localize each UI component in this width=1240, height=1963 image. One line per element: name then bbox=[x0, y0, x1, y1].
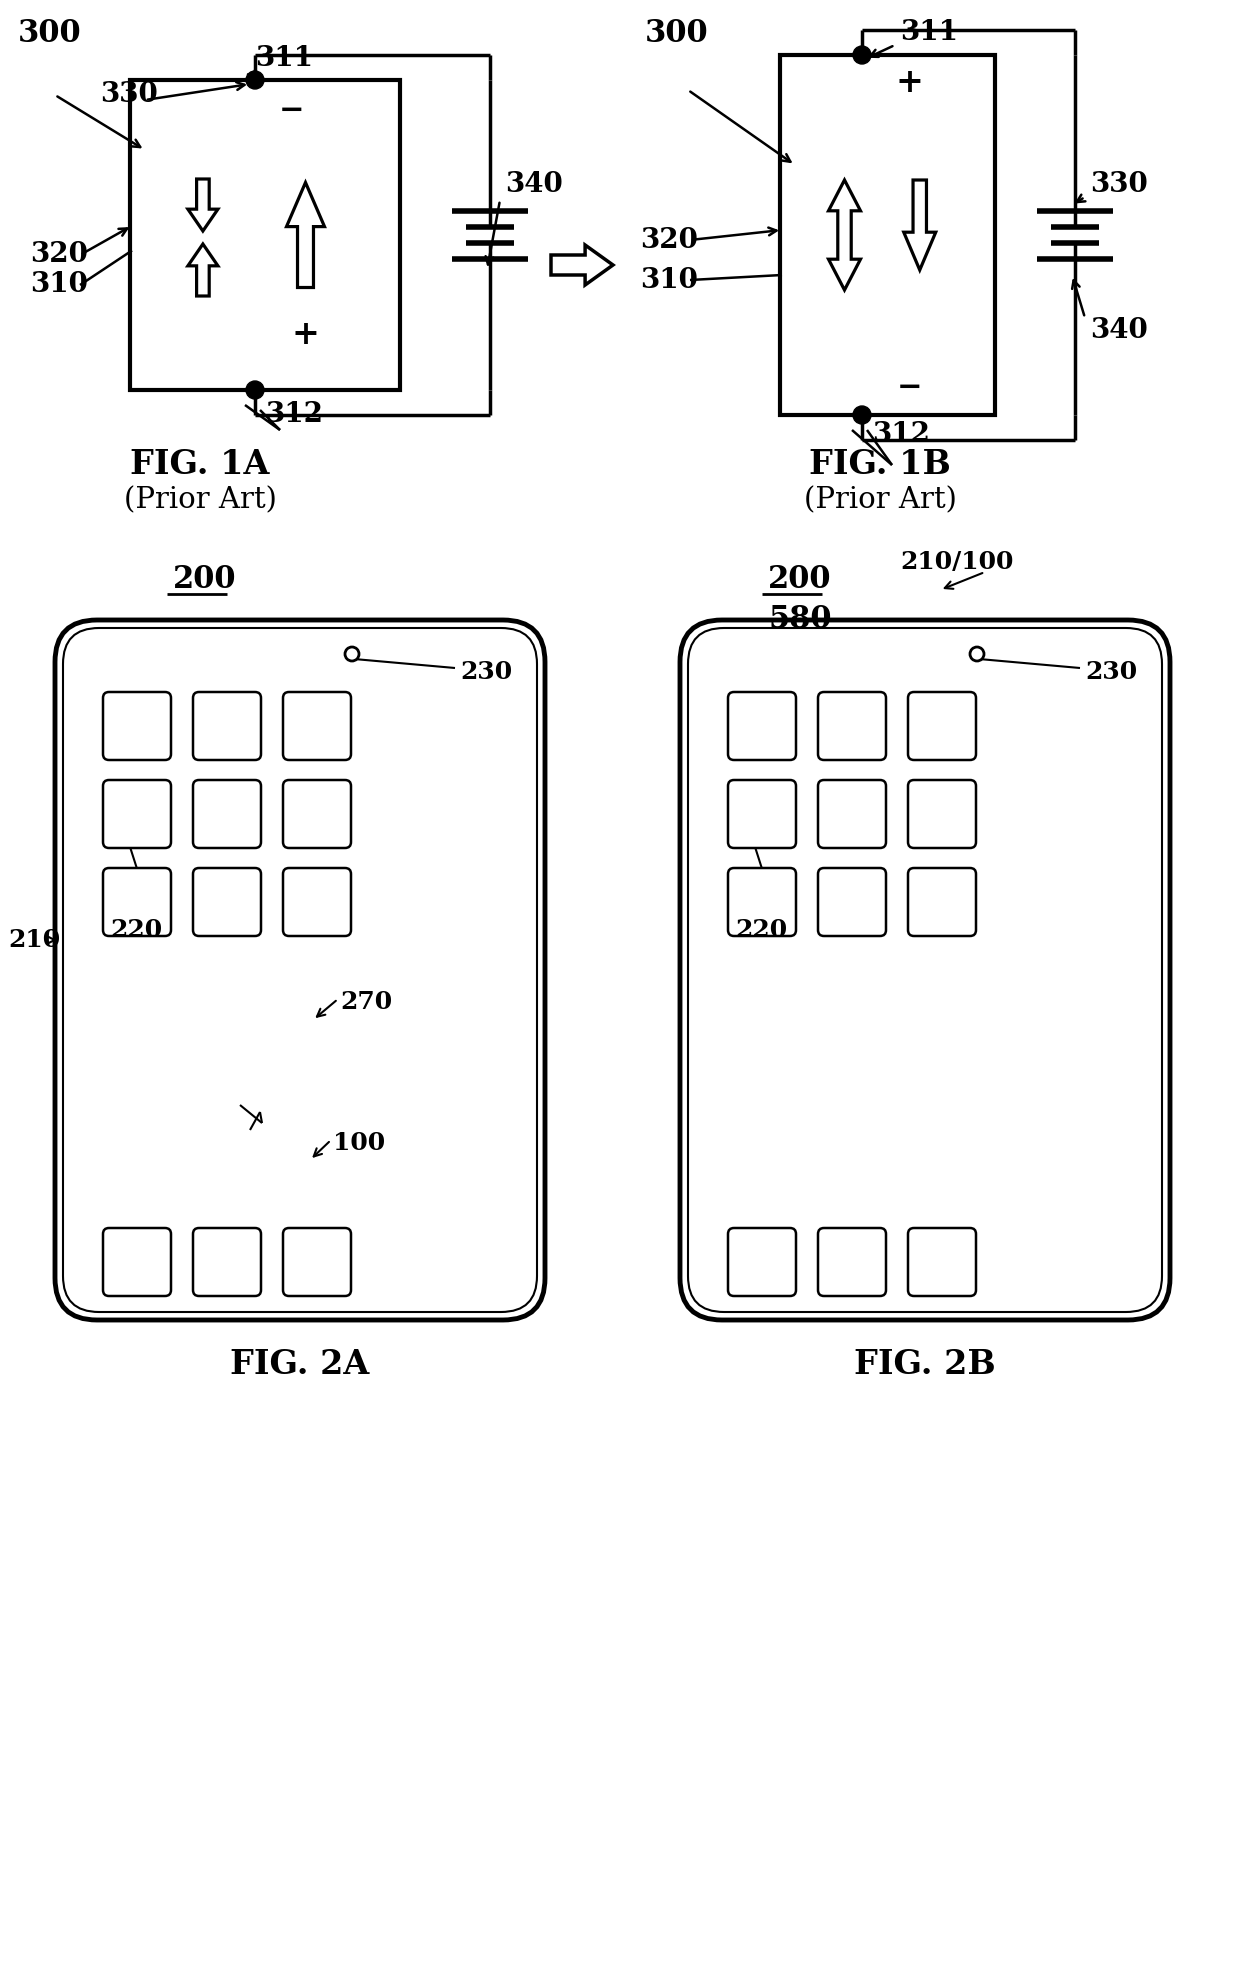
Text: 320: 320 bbox=[640, 226, 698, 253]
Polygon shape bbox=[188, 243, 218, 296]
FancyBboxPatch shape bbox=[193, 693, 260, 760]
Bar bbox=[780, 55, 994, 414]
Text: 210: 210 bbox=[7, 928, 60, 952]
Bar bbox=[863, 648, 949, 660]
FancyBboxPatch shape bbox=[193, 1229, 260, 1296]
Text: (Prior Art): (Prior Art) bbox=[124, 487, 277, 514]
FancyBboxPatch shape bbox=[283, 779, 351, 848]
Text: 312: 312 bbox=[265, 402, 322, 428]
Text: 300: 300 bbox=[19, 18, 82, 49]
Polygon shape bbox=[828, 181, 861, 291]
Text: 311: 311 bbox=[900, 20, 959, 47]
FancyBboxPatch shape bbox=[908, 779, 976, 848]
Text: 310: 310 bbox=[640, 267, 698, 294]
FancyBboxPatch shape bbox=[818, 1229, 887, 1296]
Polygon shape bbox=[286, 183, 325, 287]
Circle shape bbox=[853, 406, 870, 424]
Text: 340: 340 bbox=[1090, 316, 1148, 344]
Circle shape bbox=[345, 648, 360, 662]
Text: FIG. 2A: FIG. 2A bbox=[231, 1349, 370, 1382]
FancyBboxPatch shape bbox=[908, 868, 976, 936]
FancyBboxPatch shape bbox=[728, 693, 796, 760]
Text: 230: 230 bbox=[1085, 660, 1137, 683]
Text: 311: 311 bbox=[255, 45, 312, 71]
Text: +: + bbox=[895, 67, 923, 100]
Text: 230: 230 bbox=[460, 660, 512, 683]
Circle shape bbox=[970, 648, 985, 662]
Text: 200: 200 bbox=[174, 565, 237, 595]
FancyBboxPatch shape bbox=[728, 1229, 796, 1296]
Circle shape bbox=[246, 381, 264, 398]
Text: 340: 340 bbox=[505, 171, 563, 198]
Bar bbox=[162, 995, 317, 1105]
FancyBboxPatch shape bbox=[908, 693, 976, 760]
Text: 270: 270 bbox=[340, 989, 392, 1015]
Circle shape bbox=[853, 45, 870, 65]
FancyBboxPatch shape bbox=[283, 693, 351, 760]
FancyBboxPatch shape bbox=[55, 620, 546, 1319]
FancyBboxPatch shape bbox=[103, 1229, 171, 1296]
Text: 300: 300 bbox=[645, 18, 708, 49]
Text: −: − bbox=[897, 371, 921, 402]
Text: (Prior Art): (Prior Art) bbox=[804, 487, 956, 514]
Text: 200: 200 bbox=[769, 565, 832, 595]
FancyBboxPatch shape bbox=[818, 693, 887, 760]
Text: 330: 330 bbox=[1090, 171, 1148, 198]
Bar bbox=[130, 80, 401, 391]
Text: 312: 312 bbox=[872, 422, 930, 448]
FancyBboxPatch shape bbox=[908, 1229, 976, 1296]
Polygon shape bbox=[904, 181, 936, 271]
Text: 220: 220 bbox=[735, 919, 787, 942]
Bar bbox=[185, 1131, 315, 1235]
FancyBboxPatch shape bbox=[193, 779, 260, 848]
Text: 210/100: 210/100 bbox=[900, 550, 1013, 573]
Text: FIG. 2B: FIG. 2B bbox=[854, 1349, 996, 1382]
Text: 310: 310 bbox=[30, 271, 88, 298]
Text: FIG. 1B: FIG. 1B bbox=[808, 448, 951, 481]
Text: 100: 100 bbox=[334, 1131, 386, 1154]
FancyBboxPatch shape bbox=[283, 1229, 351, 1296]
Text: 320: 320 bbox=[30, 241, 88, 269]
Text: 220: 220 bbox=[110, 919, 162, 942]
FancyBboxPatch shape bbox=[728, 868, 796, 936]
FancyBboxPatch shape bbox=[103, 779, 171, 848]
Polygon shape bbox=[188, 179, 218, 232]
Text: 580: 580 bbox=[769, 605, 832, 636]
FancyBboxPatch shape bbox=[283, 868, 351, 936]
Text: FIG. 1A: FIG. 1A bbox=[130, 448, 269, 481]
FancyBboxPatch shape bbox=[728, 779, 796, 848]
FancyBboxPatch shape bbox=[818, 779, 887, 848]
Bar bbox=[238, 648, 322, 660]
FancyBboxPatch shape bbox=[193, 868, 260, 936]
Text: 330: 330 bbox=[100, 82, 157, 108]
FancyBboxPatch shape bbox=[818, 868, 887, 936]
Circle shape bbox=[246, 71, 264, 88]
FancyBboxPatch shape bbox=[103, 693, 171, 760]
Text: −: − bbox=[279, 94, 305, 126]
FancyBboxPatch shape bbox=[680, 620, 1171, 1319]
Text: +: + bbox=[291, 318, 320, 351]
Polygon shape bbox=[551, 245, 613, 285]
FancyBboxPatch shape bbox=[103, 868, 171, 936]
